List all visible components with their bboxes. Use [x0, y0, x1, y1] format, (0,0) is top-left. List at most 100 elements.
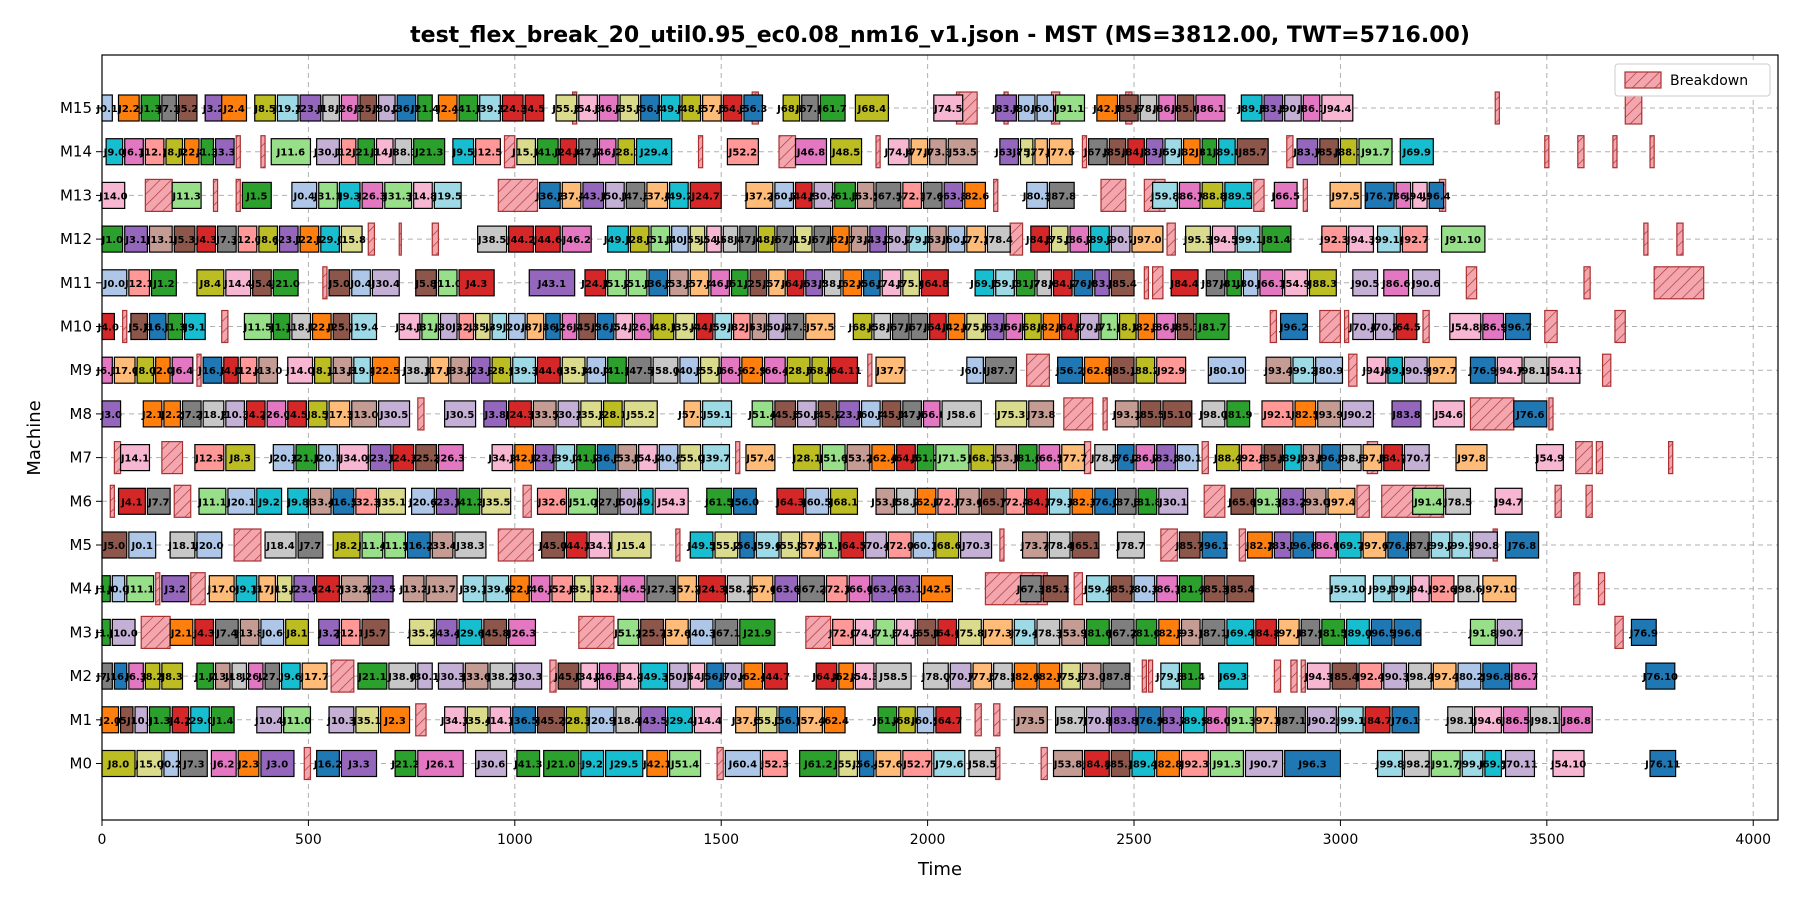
task-bar [799, 575, 826, 603]
task-bar [538, 181, 561, 209]
task-label: J58.7 [1055, 716, 1084, 727]
task-label: J20.6 [408, 497, 437, 508]
task-label: J81.7 [1010, 279, 1039, 290]
task-label: J21.3 [414, 148, 443, 159]
task-bar [1116, 444, 1135, 472]
task-bar [1337, 706, 1364, 734]
breakdown-bar [993, 703, 1001, 737]
task-label: J19.4 [349, 323, 378, 334]
task-label: J46.1 [705, 279, 734, 290]
task-bar [982, 618, 1013, 647]
task-bar [1054, 94, 1086, 122]
task-label: J89.2 [1085, 235, 1114, 246]
task-label: J67.9 [1083, 148, 1112, 159]
task-label: J80.3 [1235, 279, 1264, 290]
task-label: J84.1 [1022, 497, 1051, 508]
task-label: J56.3 [738, 104, 767, 115]
breakdown-bar [122, 309, 128, 344]
task-bar [328, 706, 355, 734]
task-label: J67.3 [904, 323, 933, 334]
task-label: J19.2 [273, 104, 302, 115]
task-label: J48.1 [751, 235, 780, 246]
task-bar [417, 749, 464, 778]
task-label: J80.6 [1011, 104, 1040, 115]
task-bar [1428, 356, 1457, 384]
task-bar [1321, 94, 1354, 122]
task-bar [935, 706, 962, 734]
task-bar [640, 618, 665, 647]
task-label: J86.8 [1562, 716, 1591, 727]
task-bar [623, 400, 658, 428]
task-bar [832, 618, 854, 647]
task-label: J30.3 [513, 672, 542, 683]
task-bar [619, 487, 640, 515]
task-label: J98.6 [1453, 585, 1482, 596]
task-label: J56.4 [635, 104, 664, 115]
task-bar [1116, 487, 1137, 515]
task-label: J93.8 [1296, 454, 1325, 465]
breakdown-bar [974, 703, 982, 737]
task-bar [1403, 444, 1430, 472]
task-bar [1364, 706, 1391, 734]
task-bar [1026, 181, 1048, 209]
task-label: J39.3 [509, 366, 538, 377]
task-label: J75.9 [1056, 672, 1085, 683]
task-bar [1096, 94, 1119, 122]
task-label: J69.1 [969, 279, 998, 290]
task-label: J8.2 [141, 672, 163, 683]
task-bar [388, 662, 417, 690]
task-bar [136, 356, 155, 384]
task-label: J94.4 [1361, 366, 1390, 377]
task-label: J68.1 [967, 454, 996, 465]
task-label: J86.7 [1130, 454, 1159, 465]
task-label: J13.0 [253, 366, 282, 377]
task-label: J21.0 [546, 760, 575, 771]
task-label: J62.9 [737, 366, 766, 377]
task-label: J54.10 [1550, 760, 1586, 771]
task-bar [481, 487, 512, 515]
task-bar [782, 94, 801, 122]
task-bar [557, 662, 580, 690]
task-label: J77.7 [1058, 454, 1087, 465]
task-bar [196, 662, 215, 690]
task-bar [1447, 706, 1474, 734]
task-label: J84.4 [1169, 279, 1198, 290]
task-bar [404, 356, 429, 384]
task-label: J90.2 [1343, 410, 1372, 421]
task-bar [916, 444, 935, 472]
task-label: J30.3 [436, 672, 465, 683]
task-label: J54.0 [699, 235, 728, 246]
task-bar [1236, 225, 1261, 253]
task-bar [1529, 706, 1560, 734]
task-label: J59.0 [990, 279, 1019, 290]
task-label: J7.2 [180, 410, 202, 421]
task-label: J11.3 [171, 191, 200, 202]
task-label: J72.4 [1000, 497, 1029, 508]
task-label: J96.1 [1199, 541, 1228, 552]
task-bar [338, 181, 361, 209]
task-label: J82.8 [1153, 760, 1182, 771]
task-label: J22.5 [371, 366, 400, 377]
task-bar [1090, 225, 1110, 253]
task-bar [394, 749, 417, 778]
task-bar [695, 312, 714, 341]
task-bar [1482, 575, 1517, 603]
task-bar [896, 487, 916, 515]
task-label: J83.5 [1087, 279, 1116, 290]
breakdown-bar [778, 135, 797, 169]
task-label: J26.1 [425, 760, 454, 771]
task-label: J16.5 [328, 497, 357, 508]
task-label: J76.6 [1515, 410, 1544, 421]
breakdown-bar [1081, 135, 1088, 169]
task-label: J83.7 [1267, 541, 1296, 552]
task-label: J20.0 [194, 541, 223, 552]
task-label: J54.2 [633, 454, 662, 465]
task-label: J98.4 [1405, 672, 1434, 683]
task-label: J85.1 [1040, 585, 1069, 596]
machine-label: M0 [70, 755, 93, 773]
task-bar [1215, 444, 1240, 472]
task-label: J83.7 [1157, 716, 1186, 727]
task-bar [902, 749, 933, 778]
task-label: J66.9 [715, 366, 744, 377]
breakdown-bar [1573, 572, 1581, 606]
